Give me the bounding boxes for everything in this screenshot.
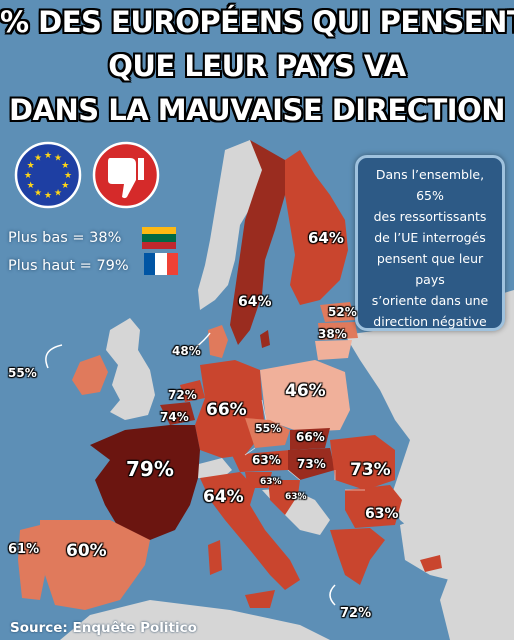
country-denmark [208,325,228,358]
page-title: % DES EUROPÉENS QUI PENSENT QUE LEUR PAY… [0,0,514,132]
eu-star-icon: ★ [27,161,35,171]
country-cyprus [420,555,442,572]
country-spain [40,520,150,610]
eu-star-icon: ★ [34,154,42,164]
country-sweden [230,140,285,345]
label-spain: 60% [66,541,107,561]
label-cyprus: 72% [340,606,372,621]
country-germany [195,360,265,458]
info-line: pensent que leur [376,251,484,266]
eu-star-icon: ★ [64,171,72,181]
info-line: Dans l’ensemble, 65% [375,167,485,203]
country-italy [200,472,300,590]
label-estonia: 52% [328,305,357,319]
label-czechia: 55% [255,422,282,435]
label-romania: 73% [350,460,391,480]
label-germany: 66% [206,400,247,420]
info-line: de l’UE interrogés [374,230,486,245]
info-line: direction négative [373,314,487,329]
title-line-2: QUE LEUR PAYS VA [108,49,406,83]
country-slovenia [245,472,272,488]
country-lithuania [315,340,352,360]
title-line-3: DANS LA MAUVAISE DIRECTION [8,93,506,127]
eu-star-icon: ★ [44,191,52,201]
legend-high: Plus haut = 79% [8,258,129,274]
country-estonia [320,302,355,322]
country-czechia [245,418,290,448]
country-netherlands [180,380,205,402]
arrow-ireland [45,344,63,369]
country-greece [330,528,385,585]
label-portugal: 61% [8,542,40,557]
north-africa [60,600,330,640]
country-croatia [268,480,300,515]
eu-star-icon: ★ [34,188,42,198]
label-italy: 64% [203,487,244,507]
country-ireland [72,355,108,395]
label-lithuania: 38% [318,327,347,341]
label-poland: 46% [285,381,326,401]
arrow-denmark [194,332,211,349]
label-netherlands: 72% [168,388,197,402]
eu-star-icon: ★ [61,181,69,191]
source-credit: Source: Enquête Politico [10,620,197,636]
label-hungary: 73% [297,457,326,471]
country-portugal [18,525,45,600]
country-finland [285,150,348,305]
france-flag-icon [144,253,178,275]
label-denmark: 48% [172,344,201,358]
label-belgium: 74% [160,410,189,424]
label-bulgaria: 63% [365,506,399,522]
country-hungary [288,448,335,480]
info-line: des ressortissants [373,209,487,224]
switzerland [195,458,232,480]
legend-low: Plus bas = 38% [8,230,122,246]
eu-star-icon: ★ [61,161,69,171]
info-line: pays [415,272,445,287]
country-latvia [318,322,358,340]
thumbs-down-icon [92,141,160,209]
label-slovenia: 63% [260,477,282,487]
country-bulgaria [345,485,402,528]
label-ireland: 55% [8,366,37,380]
title-line-1: % DES EUROPÉENS QUI PENSENT [0,5,514,39]
label-sweden: 64% [238,294,272,310]
country-romania [330,435,395,490]
label-slovakia: 66% [296,430,325,444]
country-sardinia [208,540,222,575]
label-finland: 64% [308,229,344,247]
eu-star-icon: ★ [54,188,62,198]
eu-flag-icon: ★★★★★★★★★ ★ ★★ [14,141,82,209]
country-poland [260,360,350,432]
label-france: 79% [126,457,174,481]
lithuania-flag-icon [142,227,176,249]
eu-star-icon: ★ [54,154,62,164]
country-sicily [245,590,275,608]
country-france [90,425,200,540]
country-austria [232,450,290,472]
label-croatia: 63% [285,492,307,502]
label-austria: 63% [252,453,281,467]
arrow-cyprus [329,584,336,606]
country-belgium [160,402,195,425]
info-line: s’oriente dans une [371,293,489,308]
country-baltic-island [260,330,270,348]
norway [198,140,270,310]
uk [106,318,155,420]
eu-star-icon: ★ [27,181,35,191]
eu-star-icon: ★ [44,151,52,161]
info-box: Dans l’ensemble, 65% des ressortissants … [355,155,505,331]
country-slovakia [290,428,330,450]
eu-star-icon: ★ [24,171,32,181]
